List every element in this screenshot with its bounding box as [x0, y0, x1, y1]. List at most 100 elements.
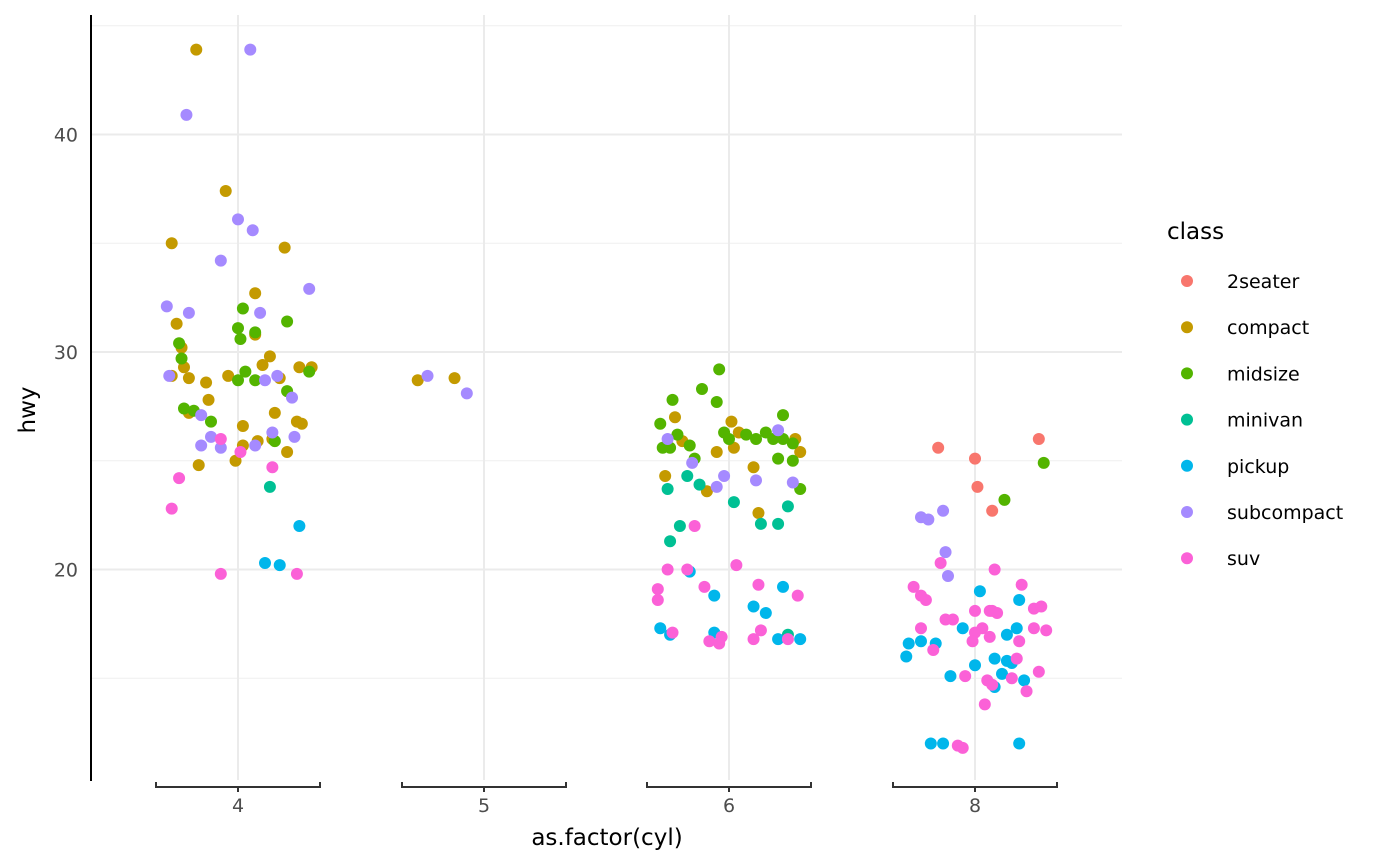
series-suv — [165, 433, 1053, 754]
data-point-pickup — [747, 600, 760, 613]
series-midsize — [173, 302, 1050, 506]
data-point-compact — [249, 287, 262, 300]
legend-key-compact — [1181, 321, 1193, 334]
data-point-suv — [781, 633, 794, 646]
data-point-suv — [715, 630, 728, 643]
x-axis-bracket — [155, 782, 321, 788]
x-axis-bracket — [646, 782, 812, 788]
data-point-2seater — [971, 480, 984, 493]
data-point-suv — [966, 635, 979, 648]
data-point-midsize — [236, 302, 249, 315]
x-axis-ticks: 4 5 6 8 — [155, 782, 1058, 817]
data-point-suv — [1027, 622, 1040, 635]
y-tick-label: 20 — [54, 560, 78, 582]
data-point-compact — [448, 372, 461, 385]
data-point-midsize — [777, 409, 790, 422]
x-axis-bracket — [401, 782, 567, 788]
data-point-midsize — [239, 365, 252, 378]
data-point-compact — [222, 369, 235, 382]
data-point-midsize — [750, 433, 763, 445]
data-point-minivan — [673, 520, 686, 532]
y-axis-ticks: 20 30 40 — [54, 125, 78, 582]
legend-key-suv — [1181, 552, 1193, 565]
data-point-suv — [988, 563, 1001, 576]
data-point-subcompact — [941, 570, 954, 583]
x-tick-label: 5 — [478, 795, 490, 817]
data-point-pickup — [1013, 737, 1026, 750]
data-point-midsize — [998, 493, 1011, 506]
x-tick-label: 8 — [969, 795, 981, 817]
data-point-minivan — [661, 483, 674, 496]
data-point-suv — [914, 622, 927, 635]
data-point-pickup — [1018, 674, 1031, 687]
data-point-minivan — [263, 480, 276, 493]
data-point-suv — [730, 559, 743, 572]
data-point-suv — [173, 472, 186, 485]
data-point-suv — [290, 567, 303, 580]
data-point-subcompact — [214, 254, 227, 267]
data-point-suv — [1035, 600, 1048, 613]
data-point-pickup — [293, 520, 306, 532]
data-point-midsize — [683, 439, 696, 452]
data-point-subcompact — [204, 430, 217, 443]
legend-label: compact — [1227, 317, 1309, 339]
data-point-suv — [1032, 665, 1045, 678]
data-point-2seater — [932, 441, 945, 454]
data-point-suv — [698, 580, 711, 593]
data-point-suv — [1010, 652, 1023, 665]
data-point-midsize — [204, 415, 217, 428]
data-point-subcompact — [661, 433, 674, 445]
data-point-subcompact — [163, 369, 176, 382]
data-point-compact — [278, 241, 291, 254]
data-point-midsize — [173, 337, 186, 350]
data-point-pickup — [969, 659, 981, 672]
data-point-midsize — [249, 326, 262, 339]
data-point-suv — [688, 520, 701, 532]
data-point-midsize — [232, 322, 244, 335]
data-point-suv — [1013, 635, 1026, 648]
data-point-subcompact — [259, 374, 272, 387]
legend-label: 2seater — [1227, 271, 1299, 293]
data-point-2seater — [1032, 433, 1045, 445]
data-point-suv — [651, 593, 664, 606]
data-point-pickup — [937, 737, 950, 750]
data-point-suv — [666, 626, 679, 639]
series-2seater — [932, 433, 1045, 517]
legend-key-pickup — [1181, 459, 1193, 472]
data-point-pickup — [759, 607, 772, 619]
data-point-midsize — [281, 315, 294, 328]
data-point-midsize — [710, 396, 723, 409]
data-point-pickup — [900, 650, 913, 663]
data-point-compact — [182, 372, 195, 385]
data-point-compact — [219, 185, 232, 198]
data-point-subcompact — [160, 300, 173, 313]
data-point-compact — [236, 419, 249, 432]
series-pickup — [259, 520, 1031, 750]
y-tick-label: 30 — [54, 342, 78, 364]
data-point-pickup — [1010, 622, 1023, 635]
data-point-subcompact — [249, 439, 262, 452]
data-point-compact — [202, 393, 215, 406]
data-point-subcompact — [182, 306, 195, 319]
data-point-compact — [165, 237, 178, 250]
data-point-midsize — [671, 428, 684, 441]
data-point-suv — [986, 604, 999, 617]
x-axis-bracket — [892, 782, 1058, 788]
data-point-subcompact — [750, 474, 763, 487]
data-point-midsize — [723, 433, 735, 445]
data-point-compact — [752, 506, 765, 519]
data-point-suv — [234, 446, 247, 459]
series-minivan — [263, 469, 794, 641]
data-point-compact — [295, 417, 308, 430]
data-point-midsize — [666, 393, 679, 406]
data-point-compact — [268, 406, 281, 419]
legend: class 2seater compact midsize minivan pickup… — [1167, 219, 1343, 570]
data-point-suv — [934, 556, 947, 569]
data-point-suv — [681, 563, 694, 576]
data-point-2seater — [986, 504, 999, 517]
data-point-midsize — [695, 382, 708, 395]
data-point-suv — [986, 678, 999, 691]
data-point-subcompact — [686, 456, 699, 469]
data-point-pickup — [988, 652, 1001, 665]
data-point-compact — [794, 446, 807, 459]
